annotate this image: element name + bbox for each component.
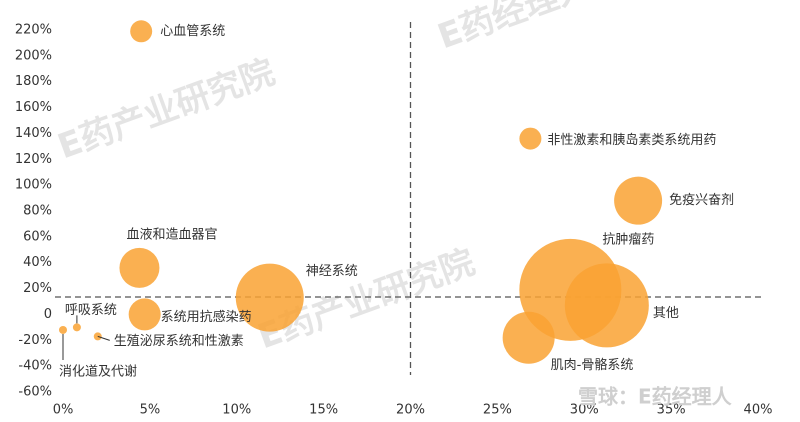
leader-line (97, 335, 110, 341)
watermark: 雪球：E药经理人 (578, 385, 733, 409)
bubble (128, 298, 161, 331)
bubble-label: 其他 (653, 306, 679, 321)
bubble-label: 非性激素和胰岛素类系统用药 (547, 132, 716, 148)
bubble (564, 263, 649, 348)
y-tick-label: 20% (23, 281, 52, 296)
x-tick-label: 15% (309, 403, 338, 418)
x-tick-label: 10% (222, 403, 251, 418)
y-tick-label: -20% (18, 333, 52, 348)
y-tick-label: 0 (44, 307, 52, 322)
x-tick-label: 25% (483, 403, 512, 418)
bubble (119, 247, 160, 288)
x-tick-label: 30% (570, 403, 599, 418)
y-tick-label: 40% (23, 255, 52, 270)
bubble-label: 肌肉-骨骼系统 (551, 357, 634, 373)
bubble (519, 127, 542, 150)
y-tick-label: -40% (18, 359, 52, 374)
y-tick-label: 200% (15, 48, 52, 63)
bubble-label: 呼吸系统 (65, 303, 117, 318)
y-tick-label: 100% (15, 178, 52, 193)
bubble (235, 263, 304, 332)
bubble (72, 323, 81, 332)
x-tick-label: 0% (53, 403, 74, 418)
bubble-label: 心血管系统 (160, 24, 225, 39)
x-tick-label: 35% (657, 403, 686, 418)
y-tick-label: 180% (15, 74, 52, 89)
x-tick-label: 5% (140, 403, 161, 418)
bubble-label: 生殖泌尿系统和性激素 (114, 333, 244, 349)
bubble-label: 神经系统 (306, 264, 358, 279)
bubble (614, 176, 663, 225)
x-tick-label: 20% (396, 403, 425, 418)
bubble-label: 免疫兴奋剂 (669, 192, 734, 208)
y-tick-label: 160% (15, 100, 52, 115)
bubble-label: 消化道及代谢 (59, 363, 137, 379)
bubble (130, 20, 153, 43)
bubble (502, 311, 555, 364)
bubble-label: 系统用抗感染药 (161, 309, 252, 325)
y-tick-label: 220% (15, 23, 52, 38)
y-tick-label: 60% (23, 229, 52, 244)
y-tick-label: 120% (15, 152, 52, 167)
x-tick-label: 40% (744, 403, 773, 418)
y-tick-label: 80% (23, 204, 52, 219)
bubble (59, 325, 67, 334)
watermark: E药经理人 (433, 0, 596, 57)
y-tick-label: 140% (15, 126, 52, 141)
watermark: E药产业研究院 (53, 52, 280, 167)
bubble-label: 抗肿瘤药 (602, 231, 654, 247)
y-tick-label: -60% (18, 385, 52, 400)
bubble-label: 血液和造血器官 (126, 226, 217, 242)
